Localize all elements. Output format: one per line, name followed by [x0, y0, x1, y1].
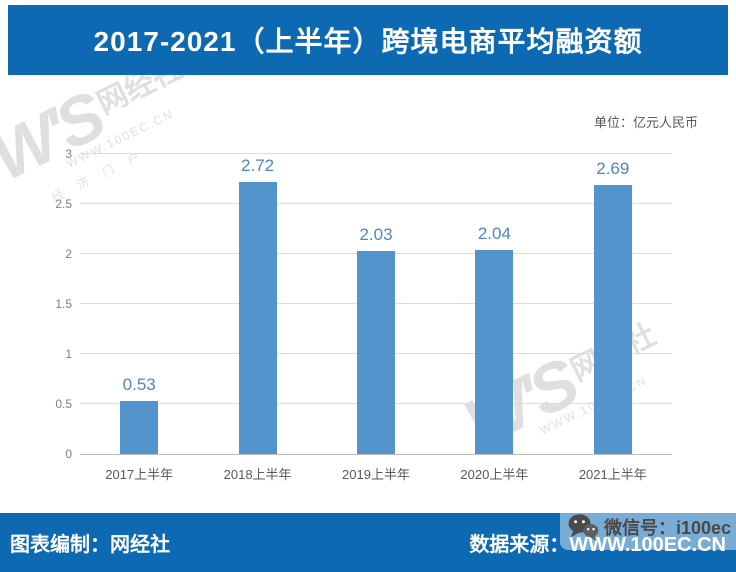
- footer-source: 数据来源：WWW.100EC.CN: [469, 534, 726, 556]
- unit-label: 单位：亿元人民币: [593, 115, 698, 130]
- y-axis-tick-label: 1.5: [55, 297, 72, 311]
- y-axis-tick-label: 3: [65, 147, 72, 161]
- x-axis-category-label: 2017上半年: [105, 467, 174, 482]
- x-axis-category-label: 2018上半年: [223, 467, 292, 482]
- y-axis-tick-label: 2.5: [55, 197, 72, 211]
- x-axis-category-label: 2020上半年: [460, 467, 529, 482]
- bar-value-label: 0.53: [122, 375, 156, 394]
- grid-line: [80, 203, 672, 204]
- footer-credit: 图表编制：网经社: [10, 534, 170, 556]
- x-axis-category-label: 2021上半年: [578, 467, 647, 482]
- page-title: 2017-2021（上半年）跨境电商平均融资额: [93, 26, 643, 57]
- grid-line: [80, 454, 672, 455]
- y-axis-tick-label: 0: [65, 447, 72, 461]
- bar-value-label: 2.04: [477, 224, 511, 243]
- y-axis-tick-label: 0.5: [55, 397, 72, 411]
- bar-chart: 0 0.5 1 1.5 2 2.5 3 0.53 2017上半年 2.72 2018上半年 2.03 2…: [55, 147, 672, 482]
- y-axis-tick-label: 2: [65, 247, 72, 261]
- wechat-icon: [568, 514, 599, 541]
- bar-value-label: 2.72: [241, 156, 275, 175]
- x-axis-category-label: 2019上半年: [342, 467, 410, 482]
- bar: [475, 250, 514, 454]
- wechat-id-label: 微信号：i100ec: [604, 518, 732, 538]
- bar: [357, 251, 395, 454]
- wechat-badge: 微信号：i100ec: [560, 504, 736, 550]
- bar: [238, 182, 277, 454]
- chart-title-banner: 2017-2021（上半年）跨境电商平均融资额: [8, 5, 728, 75]
- bar: [120, 401, 159, 454]
- grid-line: [80, 153, 672, 154]
- bar: [593, 185, 632, 454]
- bar-value-label: 2.03: [359, 225, 393, 244]
- y-axis-tick-label: 1: [65, 347, 72, 361]
- bar-value-label: 2.69: [596, 159, 630, 178]
- footer-bar: 图表编制：网经社 数据来源：WWW.100EC.CN: [0, 513, 736, 572]
